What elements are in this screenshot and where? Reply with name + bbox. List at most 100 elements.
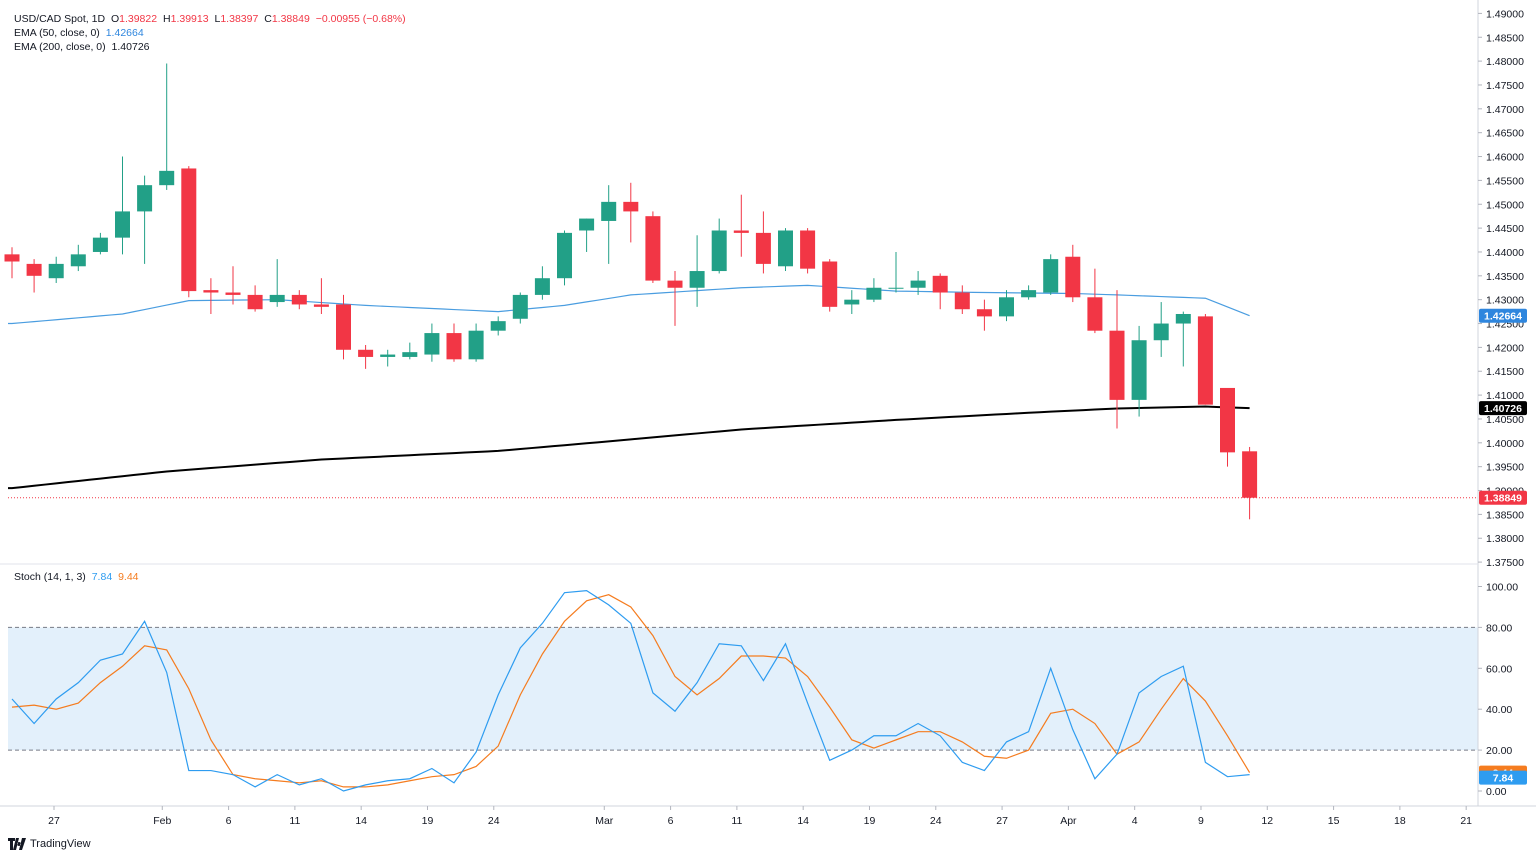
stoch-band — [8, 626, 1478, 751]
candle-body — [557, 232, 572, 279]
time-tick-label: Apr — [1060, 815, 1077, 827]
legend-open-value: 1.39822 — [119, 13, 158, 25]
price-tick-label: 1.46000 — [1486, 152, 1524, 164]
candle — [424, 323, 440, 362]
time-tick-label: 4 — [1132, 815, 1138, 827]
time-tick-label: 9 — [1198, 815, 1204, 827]
candle-body — [954, 292, 970, 310]
candle-body — [402, 352, 418, 357]
candle — [910, 271, 926, 295]
candle-body — [623, 201, 639, 212]
stoch-tick-label: 40.00 — [1486, 704, 1512, 716]
candle-body — [888, 287, 904, 289]
candle-body — [645, 216, 661, 281]
candle-body — [866, 287, 882, 300]
candle-body — [822, 261, 838, 307]
candle — [667, 271, 683, 326]
candle — [1043, 254, 1059, 295]
legend-close-value: 1.38849 — [271, 13, 310, 25]
candle-body — [115, 211, 130, 238]
legend-stoch-label: Stoch (14, 1, 3) — [14, 571, 86, 583]
time-tick-label: 19 — [864, 815, 876, 827]
time-tick-label: 11 — [289, 815, 300, 827]
candle — [689, 235, 705, 307]
candlestick-series — [4, 63, 1258, 520]
candle-body — [711, 230, 727, 272]
candle-body — [336, 304, 351, 350]
candle — [402, 342, 418, 360]
candle — [358, 345, 374, 369]
ema-200-line — [8, 405, 1250, 490]
candle-body — [203, 290, 219, 293]
candle — [866, 278, 882, 303]
time-tick-label: 11 — [731, 815, 742, 827]
candle-body — [137, 185, 153, 212]
time-tick-label: Mar — [595, 815, 614, 827]
candle-body — [579, 218, 595, 231]
price-tick-label: 1.44000 — [1486, 247, 1524, 259]
badge-label: 1.42664 — [1484, 311, 1522, 323]
candle — [468, 323, 484, 362]
legend-close-label: C — [264, 13, 272, 25]
candle-body — [159, 170, 175, 186]
time-tick-label: 14 — [355, 815, 367, 827]
tradingview-logo[interactable]: TradingView — [8, 838, 91, 850]
legend-low-value: 1.38397 — [220, 13, 259, 25]
candle — [822, 259, 838, 312]
legend-ema200-value: 1.40726 — [111, 41, 150, 53]
legend-low-label: L — [214, 13, 221, 25]
candle — [446, 323, 462, 362]
price-tick-label: 1.45000 — [1486, 199, 1524, 211]
candle-body — [932, 275, 948, 293]
candle — [534, 266, 550, 300]
candle-body — [4, 254, 20, 262]
price-tick-label: 1.40000 — [1486, 438, 1524, 450]
legend-symbol-row: USD/CAD Spot, 1D O1.39822 H1.39913 L1.38… — [14, 13, 409, 26]
candle — [1175, 311, 1191, 367]
candle — [954, 285, 970, 314]
candle — [844, 290, 860, 314]
candle-body — [490, 321, 506, 331]
price-tick-label: 1.43000 — [1486, 295, 1524, 307]
candle — [1197, 313, 1213, 405]
stoch-k-badge: 7.84 — [1479, 770, 1527, 785]
candle — [269, 259, 285, 307]
candle-body — [291, 294, 307, 305]
price-tick-label: 1.38500 — [1486, 509, 1524, 521]
legend-change: −0.00955 (−0.68%) — [315, 13, 406, 25]
legend-ema50-value: 1.42664 — [105, 27, 144, 39]
time-tick-label: 18 — [1394, 815, 1406, 827]
candle — [336, 294, 351, 360]
candle-body — [800, 230, 816, 269]
candle — [181, 166, 197, 298]
candle-body — [667, 280, 683, 288]
stoch-k-line — [11, 589, 1250, 792]
candle-body — [70, 254, 86, 267]
candle — [623, 182, 639, 243]
legend-ema50-row: EMA (50, close, 0) 1.42664 — [14, 27, 147, 40]
time-tick-label: 15 — [1328, 815, 1340, 827]
badge-box — [1479, 490, 1527, 505]
ema-50-line — [8, 284, 1250, 325]
candle — [1242, 446, 1258, 520]
badge-box — [1479, 401, 1527, 416]
candle — [1220, 387, 1235, 467]
price-tick-label: 1.45500 — [1486, 175, 1524, 187]
candle-body — [1087, 297, 1103, 331]
stoch-tick-label: 0.00 — [1486, 786, 1507, 798]
candle — [711, 218, 727, 274]
legend-high-label: H — [163, 13, 171, 25]
candle — [1109, 290, 1125, 429]
candle-body — [1021, 290, 1037, 298]
candle-body — [358, 349, 374, 357]
price-tick-label: 1.38000 — [1486, 533, 1524, 545]
price-tick-label: 1.49000 — [1486, 8, 1524, 20]
candle-body — [512, 294, 528, 319]
candle-body — [844, 299, 860, 305]
candle-body — [601, 201, 617, 221]
stoch-tick-label: 20.00 — [1486, 745, 1512, 757]
legend-stoch-row: Stoch (14, 1, 3) 7.84 9.44 — [14, 571, 142, 584]
legend-open-label: O — [110, 13, 120, 25]
